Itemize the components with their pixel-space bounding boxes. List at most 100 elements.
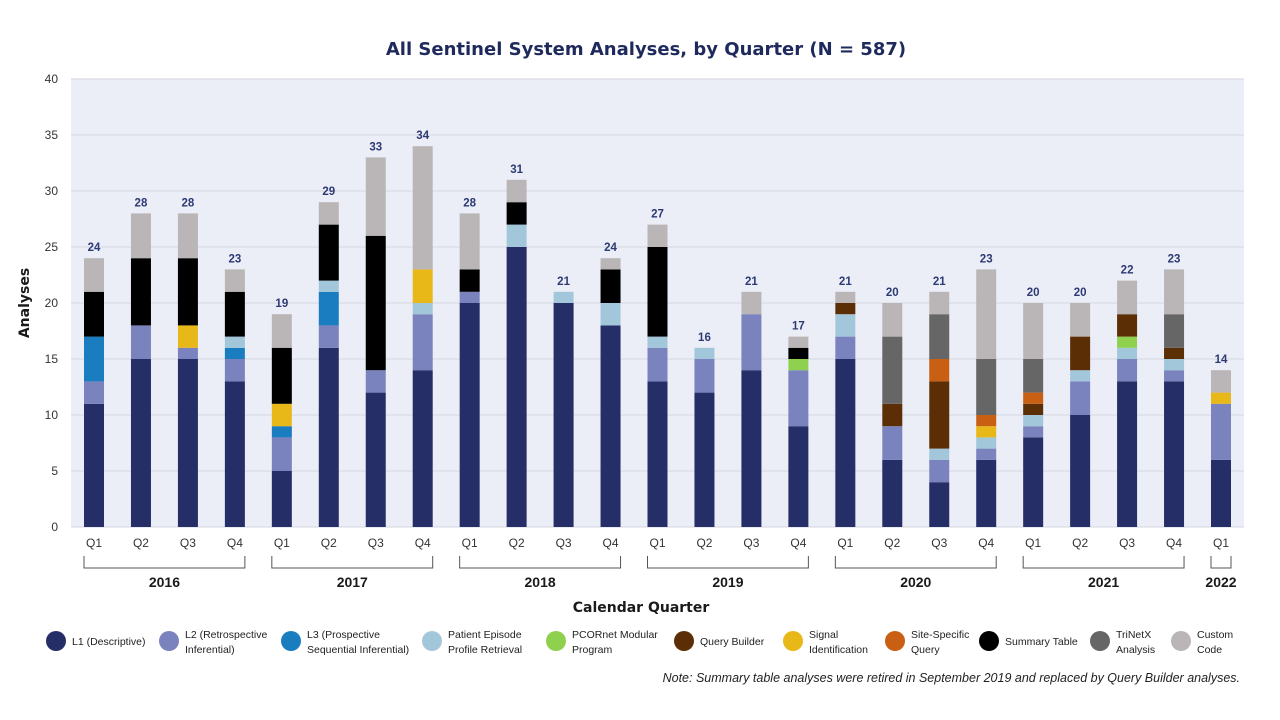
bar-segment — [1070, 303, 1091, 337]
bar-stack — [1070, 303, 1091, 527]
bar-segment — [788, 370, 809, 427]
x-tick-label: Q4 — [415, 536, 431, 550]
bar-segment — [318, 224, 339, 281]
bar-segment — [506, 202, 527, 225]
bar-segment — [130, 258, 151, 326]
bar-stack — [412, 146, 433, 527]
bar-stack — [1164, 269, 1185, 527]
bar-stack — [1023, 303, 1044, 527]
x-tick-label: Q1 — [1025, 536, 1041, 550]
bar-segment — [788, 426, 809, 527]
bar-segment — [365, 235, 386, 371]
year-label: 2017 — [337, 574, 368, 590]
total-label: 21 — [557, 276, 570, 288]
bar-segment — [224, 359, 245, 382]
legend-swatch — [46, 631, 66, 651]
bar-segment — [84, 336, 104, 382]
bar-segment — [318, 280, 339, 292]
bar-segment — [976, 426, 997, 438]
bar-segment — [1211, 459, 1231, 527]
bar-segment — [882, 459, 903, 527]
y-tick-label: 15 — [45, 352, 59, 366]
bar-segment — [1164, 381, 1185, 527]
bar-segment — [882, 336, 903, 404]
bar-segment — [788, 347, 809, 359]
legend-label: Signal Identification — [809, 629, 868, 656]
bar-segment — [647, 347, 668, 382]
bar-segment — [976, 359, 997, 415]
bar-segment — [412, 370, 433, 527]
bar-segment — [224, 291, 245, 337]
legend-swatch — [885, 631, 905, 651]
bar-segment — [1023, 426, 1044, 438]
x-tick-label: Q4 — [1166, 536, 1182, 550]
year-bracket — [271, 556, 434, 569]
bar-segment — [882, 303, 903, 337]
legend-item: L2 (Retrospective Inferential) — [159, 629, 267, 656]
bar-segment — [647, 381, 668, 527]
bar-stack — [694, 347, 715, 527]
total-label: 31 — [510, 164, 523, 176]
bar-segment — [929, 359, 950, 382]
bar-stack — [553, 291, 574, 527]
year-bracket — [647, 556, 809, 569]
total-label: 22 — [1121, 265, 1134, 277]
bar-segment — [318, 202, 339, 225]
bar-segment — [459, 213, 480, 270]
bar-stack — [835, 291, 856, 527]
bar-stack — [271, 314, 292, 527]
bar-stack — [1211, 370, 1231, 527]
bar-segment — [130, 359, 151, 527]
total-label: 23 — [1168, 253, 1181, 265]
x-axis-year-groups: 2016 2017 2018 2019 2020 2021 2022 — [83, 556, 1237, 590]
bar-segment — [1023, 403, 1044, 415]
bar-segment — [271, 437, 292, 471]
bar-segment — [694, 347, 715, 359]
bar-segment — [84, 258, 104, 292]
legend-swatch — [422, 631, 442, 651]
bar-segment — [84, 381, 104, 404]
legend-swatch — [979, 631, 999, 651]
legend-swatch — [1090, 631, 1110, 651]
total-label: 24 — [604, 242, 617, 254]
bar-segment — [224, 269, 245, 292]
total-label: 28 — [135, 197, 148, 209]
legend-label: TriNetX Analysis — [1116, 629, 1155, 656]
bar-segment — [1117, 280, 1138, 315]
x-tick-label: Q2 — [696, 536, 712, 550]
legend-swatch — [1171, 631, 1191, 651]
bar-segment — [1023, 437, 1044, 527]
bar-segment — [1070, 336, 1091, 371]
legend-item: Site-Specific Query — [885, 629, 969, 656]
bar-segment — [1070, 370, 1091, 382]
bar-segment — [741, 291, 762, 315]
bar-segment — [741, 370, 762, 527]
x-tick-label: Q2 — [133, 536, 149, 550]
total-label: 23 — [228, 253, 241, 265]
legend-swatch — [159, 631, 179, 651]
bar-segment — [412, 314, 433, 371]
legend-label: Query Builder — [700, 636, 765, 648]
total-label: 29 — [322, 186, 335, 198]
bar-segment — [130, 325, 151, 359]
year-bracket — [83, 556, 246, 569]
x-tick-label: Q4 — [978, 536, 994, 550]
bar-segment — [271, 314, 292, 348]
bar-segment — [1023, 359, 1044, 393]
footnote: Note: Summary table analyses were retire… — [663, 671, 1240, 685]
year-label: 2020 — [900, 574, 931, 590]
x-tick-label: Q3 — [180, 536, 196, 550]
legend-swatch — [281, 631, 301, 651]
bar-segment — [976, 415, 997, 427]
bar-segment — [1023, 392, 1044, 404]
year-bracket — [459, 556, 622, 569]
year-bracket — [1210, 556, 1232, 569]
legend-label: PCORnet Modular Program — [572, 629, 658, 656]
total-label: 19 — [275, 298, 288, 310]
bar-stack — [84, 258, 104, 527]
bar-segment — [600, 258, 621, 270]
bar-segment — [788, 336, 809, 348]
y-axis-ticks: 0 5 10 15 20 25 30 35 40 — [45, 72, 59, 534]
bar-stack — [929, 291, 950, 527]
